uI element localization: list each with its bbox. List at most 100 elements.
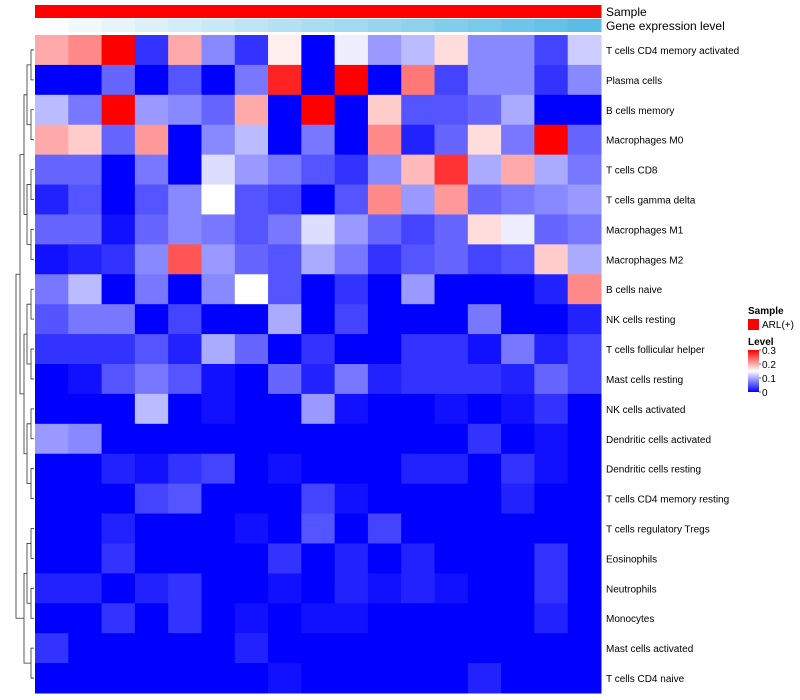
heatmap-cell — [334, 663, 369, 694]
heatmap-cell — [401, 274, 436, 305]
annotation-cell — [201, 19, 236, 32]
heatmap-cell — [401, 633, 436, 664]
heatmap-cell — [401, 184, 436, 215]
heatmap-cell — [68, 453, 103, 485]
row-label: Macrophages M2 — [606, 255, 684, 266]
heatmap-cell — [234, 304, 269, 335]
heatmap-cell — [168, 94, 202, 126]
heatmap-cell — [168, 423, 202, 455]
heatmap-cell — [334, 334, 369, 365]
heatmap-cell — [467, 483, 502, 515]
heatmap-cell — [501, 513, 535, 544]
annotation-cell — [367, 19, 402, 32]
heatmap-cell — [367, 154, 402, 186]
heatmap-cell — [434, 274, 469, 305]
heatmap-cell — [268, 304, 302, 335]
annotation-cell — [268, 19, 302, 32]
heatmap-cell — [301, 124, 336, 156]
heatmap-cell — [268, 423, 302, 455]
heatmap-cell — [401, 35, 436, 66]
heatmap-cell — [68, 304, 103, 335]
heatmap-cell — [501, 214, 535, 245]
heatmap-cell — [201, 154, 236, 186]
heatmap-cell — [268, 483, 302, 515]
heatmap-cell — [68, 35, 103, 66]
heatmap-cell — [367, 663, 402, 694]
heatmap-cell — [401, 513, 436, 544]
heatmap-cell — [301, 663, 336, 694]
heatmap-cell — [467, 214, 502, 245]
heatmap-cell — [467, 64, 502, 96]
heatmap-cell — [467, 334, 502, 365]
annotation-cell — [567, 19, 602, 32]
heatmap-cell — [134, 513, 169, 544]
heatmap-cell — [68, 603, 103, 634]
heatmap-cell — [567, 364, 602, 395]
heatmap-cell — [35, 543, 69, 574]
heatmap-cell — [101, 304, 136, 335]
heatmap-cell — [134, 543, 169, 574]
heatmap-cell — [168, 453, 202, 485]
heatmap-cell — [35, 423, 69, 455]
heatmap-cell — [534, 483, 569, 515]
legend-tick-label: 0.1 — [762, 374, 776, 385]
heatmap-cell — [268, 274, 302, 305]
row-label: Dendritic cells activated — [606, 435, 711, 446]
annotation-cell — [101, 5, 136, 18]
heatmap-cell — [234, 423, 269, 455]
heatmap-cell — [101, 453, 136, 485]
heatmap-cell — [68, 154, 103, 186]
heatmap-cell — [434, 483, 469, 515]
heatmap-cell — [367, 543, 402, 574]
heatmap-cell — [168, 573, 202, 604]
heatmap-cell — [35, 244, 69, 275]
row-label: NK cells resting — [606, 315, 675, 326]
heatmap-cell — [168, 663, 202, 694]
heatmap-cell — [434, 334, 469, 365]
heatmap-cell — [534, 633, 569, 664]
heatmap-cell — [567, 35, 602, 66]
annotation-cell — [168, 5, 202, 18]
legend-tick-label: 0.3 — [762, 346, 776, 357]
heatmap-cell — [268, 154, 302, 186]
heatmap-cell — [134, 214, 169, 245]
heatmap-cell — [201, 364, 236, 395]
heatmap-cell — [401, 94, 436, 126]
heatmap-cell — [35, 304, 69, 335]
heatmap-cell — [567, 214, 602, 245]
heatmap-cell — [68, 184, 103, 215]
heatmap-cell — [334, 543, 369, 574]
heatmap-cell — [367, 274, 402, 305]
heatmap-cell — [301, 543, 336, 574]
heatmap-cell — [134, 364, 169, 395]
heatmap-cell — [201, 483, 236, 515]
dendrogram-branch — [23, 94, 27, 215]
heatmap-cell — [434, 154, 469, 186]
heatmap-cell — [268, 663, 302, 694]
heatmap-cell — [401, 393, 436, 425]
heatmap-cell — [201, 423, 236, 455]
dendrogram-branch — [30, 587, 34, 619]
heatmap-cell — [134, 423, 169, 455]
heatmap-cell — [68, 214, 103, 245]
heatmap-cell — [534, 513, 569, 544]
heatmap-cell — [467, 513, 502, 544]
heatmap-cell — [334, 483, 369, 515]
heatmap-cell — [101, 214, 136, 245]
heatmap-cell — [467, 304, 502, 335]
heatmap-cell — [501, 244, 535, 275]
heatmap-cell — [268, 35, 302, 66]
heatmap-cell — [467, 663, 502, 694]
heatmap-cell — [68, 543, 103, 574]
heatmap-cell — [367, 184, 402, 215]
heatmap-cell — [434, 423, 469, 455]
annotation-cell — [134, 19, 169, 32]
heatmap-cell — [168, 124, 202, 156]
heatmap-cell — [334, 513, 369, 544]
heatmap-cell — [101, 423, 136, 455]
heatmap-cell — [567, 184, 602, 215]
heatmap-cell — [401, 334, 436, 365]
annotation-cell — [434, 19, 469, 32]
heatmap-cell — [434, 453, 469, 485]
heatmap-cell — [234, 334, 269, 365]
